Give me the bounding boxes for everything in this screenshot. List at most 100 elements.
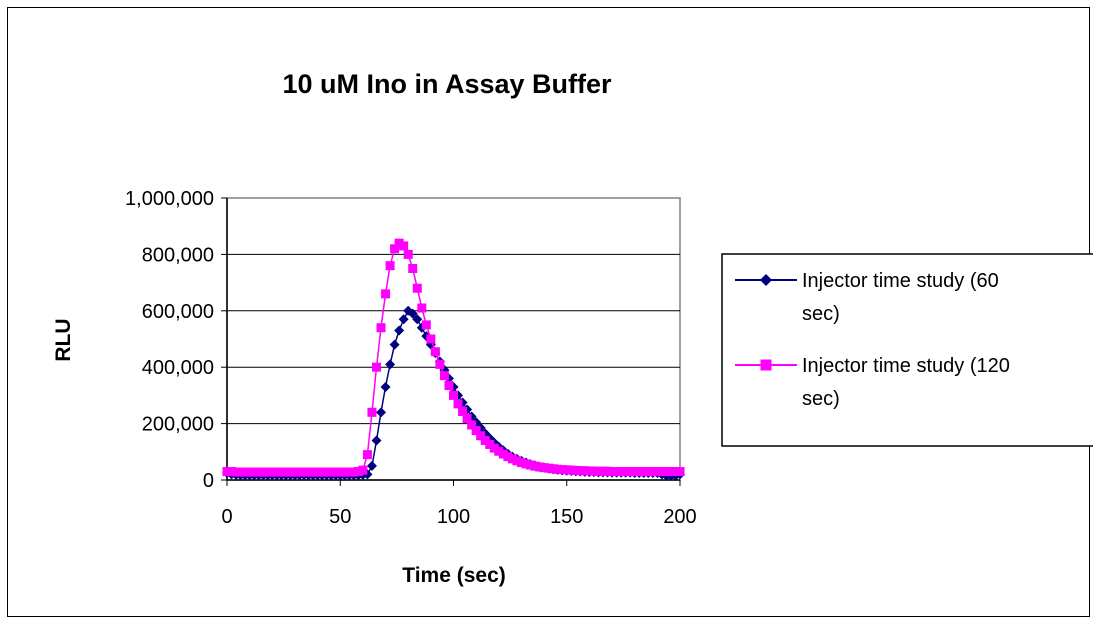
series-120-sec-point <box>358 465 368 475</box>
y-axis-ticks: 0 200,000 400,000 600,000 800,000 1,000,000 <box>125 188 228 492</box>
chart-title: 10 uM Ino in Assay Buffer <box>282 69 612 99</box>
series-60-sec-point <box>371 435 382 446</box>
series-120-sec-point <box>408 264 418 273</box>
series-120-sec-point <box>276 467 286 477</box>
series-120-sec-point <box>290 467 300 477</box>
gridlines <box>227 253 680 425</box>
series-120-sec-point <box>326 467 336 477</box>
series-60-sec-point <box>389 339 400 350</box>
series-120-sec-point <box>222 467 232 477</box>
x-tick-label: 200 <box>663 506 696 528</box>
series-120-sec-point <box>462 414 472 424</box>
x-axis-title: Time (sec) <box>402 564 506 587</box>
series-120-sec-point <box>661 467 671 477</box>
series-120-sec-point <box>503 452 513 462</box>
series-120-sec-point <box>394 238 404 248</box>
series-120-sec-point <box>593 466 603 476</box>
x-tick-label: 100 <box>437 506 470 528</box>
y-tick-label: 800,000 <box>142 244 214 266</box>
series-120-sec-point <box>512 456 522 466</box>
series-120-sec-point <box>322 467 332 477</box>
series-layer <box>222 238 685 481</box>
series-120-sec-point <box>530 461 540 471</box>
series-120-sec-point <box>385 261 395 271</box>
series-120-sec-point <box>467 420 477 430</box>
y-tick-label: 200,000 <box>142 414 214 436</box>
y-tick-label: 400,000 <box>142 357 214 379</box>
series-120-sec-point <box>349 467 359 477</box>
y-axis-title: RLU <box>52 318 75 361</box>
series-120-sec-point <box>648 467 658 477</box>
series-120-sec-point <box>589 466 599 476</box>
series-60-sec-point <box>380 381 391 392</box>
series-120-sec-point <box>498 449 508 459</box>
series-120-sec <box>222 238 685 477</box>
series-120-sec-point <box>575 466 585 476</box>
series-120-sec-point <box>521 459 531 469</box>
series-120-sec-point <box>317 467 327 477</box>
legend-swatch-marker <box>760 274 772 286</box>
series-120-sec-point <box>553 464 563 474</box>
series-120-sec-point <box>240 467 250 477</box>
series-120-sec-point <box>340 467 350 477</box>
x-tick-label: 0 <box>221 506 232 528</box>
series-120-sec-point <box>643 467 653 477</box>
series-120-sec-point <box>580 466 590 476</box>
series-120-sec-point <box>607 467 617 477</box>
series-120-sec-point <box>426 334 436 344</box>
series-120-sec-point <box>625 467 635 477</box>
x-axis-ticks: 0 50 100 150 200 <box>221 479 697 528</box>
series-120-sec-point <box>299 467 309 477</box>
series-120-sec-point <box>263 467 273 477</box>
series-120-sec-point <box>313 467 323 477</box>
series-120-sec-point <box>285 467 295 477</box>
series-60-sec-point <box>412 314 423 325</box>
series-60-sec-point <box>385 359 396 370</box>
series-120-sec-point <box>562 465 572 475</box>
series-120-sec-point <box>331 467 341 477</box>
series-120-sec-point <box>281 467 291 477</box>
series-120-sec-point <box>272 467 282 477</box>
legend-box <box>721 253 1093 447</box>
series-120-sec-point <box>412 283 422 293</box>
series-120-sec-point <box>335 467 345 477</box>
series-120-sec-point <box>449 390 458 400</box>
series-120-sec-point <box>453 399 463 409</box>
series-120-sec-point <box>598 466 608 476</box>
series-120-sec-point <box>236 467 246 477</box>
series-120-sec-point <box>616 467 626 477</box>
series-120-sec-point <box>584 466 594 476</box>
series-120-sec-point <box>666 467 676 477</box>
series-120-sec-point <box>399 241 409 251</box>
series-120-sec-point <box>362 450 372 460</box>
legend-label: Injector time study (60 <box>802 270 999 292</box>
legend-label: Injector time study (120 <box>802 355 1010 377</box>
series-120-sec-point <box>353 467 363 477</box>
series-120-sec-point <box>444 381 454 391</box>
y-tick-label: 600,000 <box>142 301 214 323</box>
series-120-sec-point <box>535 462 545 472</box>
series-120-sec-point <box>417 303 427 313</box>
series-120-sec-point <box>630 467 640 477</box>
x-tick-label: 150 <box>550 506 583 528</box>
series-60-sec-point <box>394 325 405 336</box>
series-120-sec-point <box>371 362 381 372</box>
series-60-sec-point <box>376 407 387 418</box>
x-tick-label: 50 <box>329 506 351 528</box>
series-120-sec-point <box>489 443 499 453</box>
legend-item-120-sec: Injector time study (120 sec) <box>735 355 1010 410</box>
series-120-sec-point <box>571 465 581 475</box>
series-120-sec-point <box>657 467 667 477</box>
series-120-sec-point <box>675 467 685 477</box>
legend-label: sec) <box>802 303 840 325</box>
series-120-sec-point <box>430 347 440 357</box>
series-60-sec-point <box>366 460 377 471</box>
series-120-sec-point <box>471 426 481 436</box>
series-120-sec-point <box>480 436 490 446</box>
series-120-sec-point <box>439 371 449 381</box>
series-120-sec-point <box>254 467 264 477</box>
legend-label: sec) <box>802 388 840 410</box>
series-120-sec-point <box>652 467 662 477</box>
